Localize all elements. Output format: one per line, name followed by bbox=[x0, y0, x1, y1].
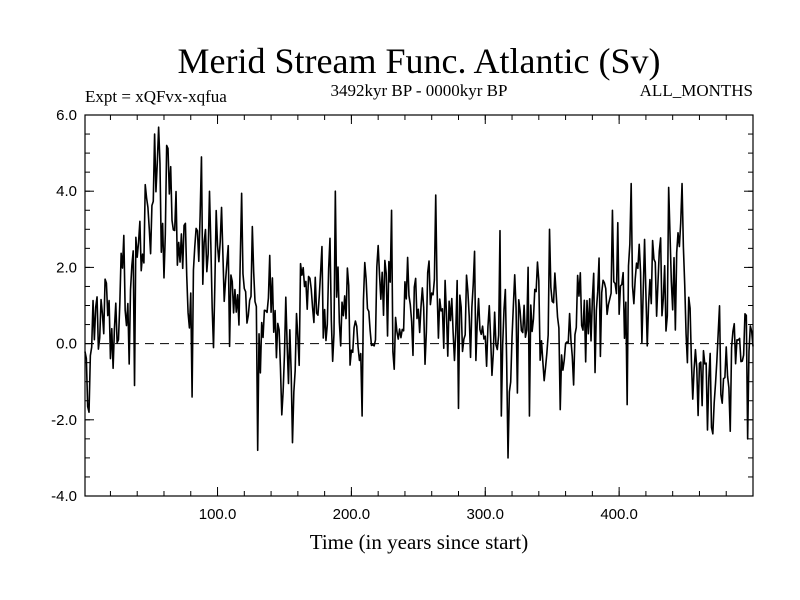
subtitle-left: Expt = xQFvx-xqfua bbox=[85, 87, 227, 106]
x-tick-label: 300.0 bbox=[466, 506, 504, 523]
x-tick-label: 400.0 bbox=[600, 506, 638, 523]
x-tick-label: 100.0 bbox=[199, 506, 237, 523]
y-tick-label: 4.0 bbox=[56, 183, 77, 200]
chart-title: Merid Stream Func. Atlantic (Sv) bbox=[178, 41, 661, 81]
y-tick-label: 0.0 bbox=[56, 336, 77, 353]
subtitle-center: 3492kyr BP - 0000kyr BP bbox=[331, 81, 508, 100]
x-axis-label: Time (in years since start) bbox=[310, 530, 529, 554]
axis-ticks: -4.0 -2.0 0.0 2.0 4.0 6.0 100.0 200.0 300.0 400.0 bbox=[51, 107, 753, 523]
y-tick-label: 2.0 bbox=[56, 259, 77, 276]
series-line bbox=[84, 126, 754, 459]
x-tick-label: 200.0 bbox=[333, 506, 371, 523]
y-tick-label: -4.0 bbox=[51, 488, 77, 505]
plot-frame bbox=[84, 114, 754, 497]
series-group bbox=[84, 126, 754, 459]
subtitle-right: ALL_MONTHS bbox=[640, 81, 753, 100]
y-tick-label: -2.0 bbox=[51, 412, 77, 429]
y-tick-label: 6.0 bbox=[56, 107, 77, 124]
